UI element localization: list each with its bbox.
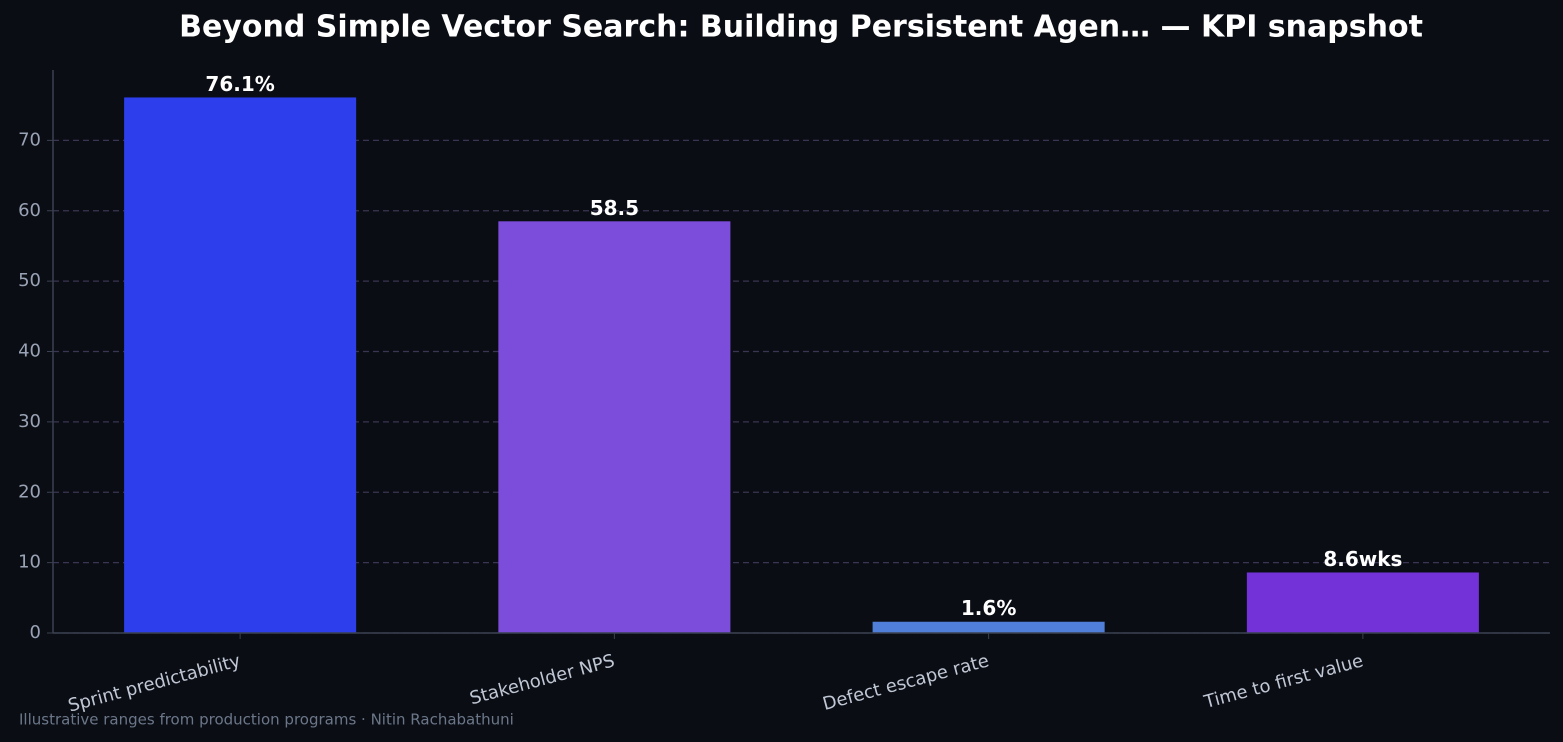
value-label: 58.5 <box>590 196 639 220</box>
bar <box>1246 572 1479 633</box>
footnote: Illustrative ranges from production prog… <box>19 711 514 729</box>
y-tick-label: 0 <box>30 622 41 643</box>
value-label: 1.6% <box>961 596 1016 620</box>
y-tick-label: 30 <box>18 411 41 432</box>
y-tick-label: 20 <box>18 481 41 502</box>
bar <box>872 621 1105 633</box>
bar <box>498 221 731 633</box>
y-tick-label: 40 <box>18 341 41 362</box>
y-tick-label: 10 <box>18 552 41 573</box>
bar <box>124 97 357 634</box>
chart-title: Beyond Simple Vector Search: Building Pe… <box>179 10 1423 45</box>
y-tick-label: 50 <box>18 270 41 291</box>
value-label: 76.1% <box>205 72 274 96</box>
value-label: 8.6wks <box>1323 547 1402 571</box>
y-tick-label: 60 <box>18 200 41 221</box>
y-tick-label: 70 <box>18 129 41 150</box>
